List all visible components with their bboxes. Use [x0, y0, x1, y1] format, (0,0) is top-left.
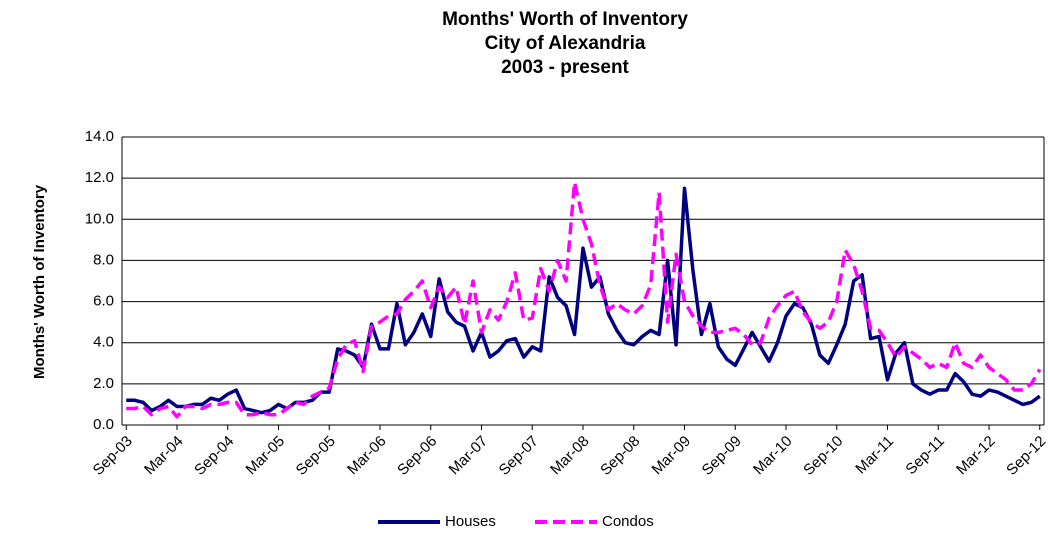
x-tick-label: Sep-06: [394, 433, 440, 479]
y-tick-label: 10.0: [85, 210, 114, 227]
y-tick-label: 14.0: [85, 128, 114, 145]
x-tick-label: Mar-06: [344, 433, 390, 479]
chart-title: 2003 - present: [501, 57, 629, 78]
series-line: [126, 180, 1042, 419]
x-tick-label: Sep-09: [699, 433, 745, 479]
y-tick-label: 6.0: [93, 293, 114, 310]
y-tick-label: 8.0: [93, 251, 114, 268]
x-tick-label: Mar-09: [649, 433, 695, 479]
x-tick-label: Sep-11: [902, 433, 947, 478]
x-tick-label: Mar-05: [243, 433, 289, 479]
x-tick-label: Sep-04: [191, 433, 237, 479]
x-tick-label: Mar-08: [547, 433, 593, 479]
x-tick-label: Mar-11: [852, 433, 897, 478]
y-tick-label: 0.0: [93, 416, 114, 433]
y-tick-label: 4.0: [93, 334, 114, 351]
legend-label: Condos: [602, 513, 654, 530]
x-tick-label: Sep-12: [1003, 433, 1048, 479]
series-line: [126, 186, 1041, 415]
x-tick-label: Mar-07: [446, 433, 492, 479]
x-tick-label: Sep-07: [496, 433, 542, 479]
x-tick-label: Mar-10: [750, 433, 796, 479]
x-tick-label: Mar-12: [953, 433, 999, 479]
x-tick-label: Sep-03: [90, 433, 136, 479]
legend-label: Houses: [445, 513, 496, 530]
chart-title: Months' Worth of Inventory: [442, 9, 688, 30]
y-tick-label: 12.0: [85, 169, 114, 186]
x-tick-label: Sep-10: [800, 433, 846, 479]
x-tick-label: Mar-04: [141, 433, 187, 479]
y-tick-label: 2.0: [93, 375, 114, 392]
x-tick-label: Sep-08: [597, 433, 643, 479]
chart-title: City of Alexandria: [485, 33, 646, 54]
y-axis-title: Months' Worth of Inventory: [31, 184, 48, 379]
x-tick-label: Sep-05: [293, 433, 339, 479]
